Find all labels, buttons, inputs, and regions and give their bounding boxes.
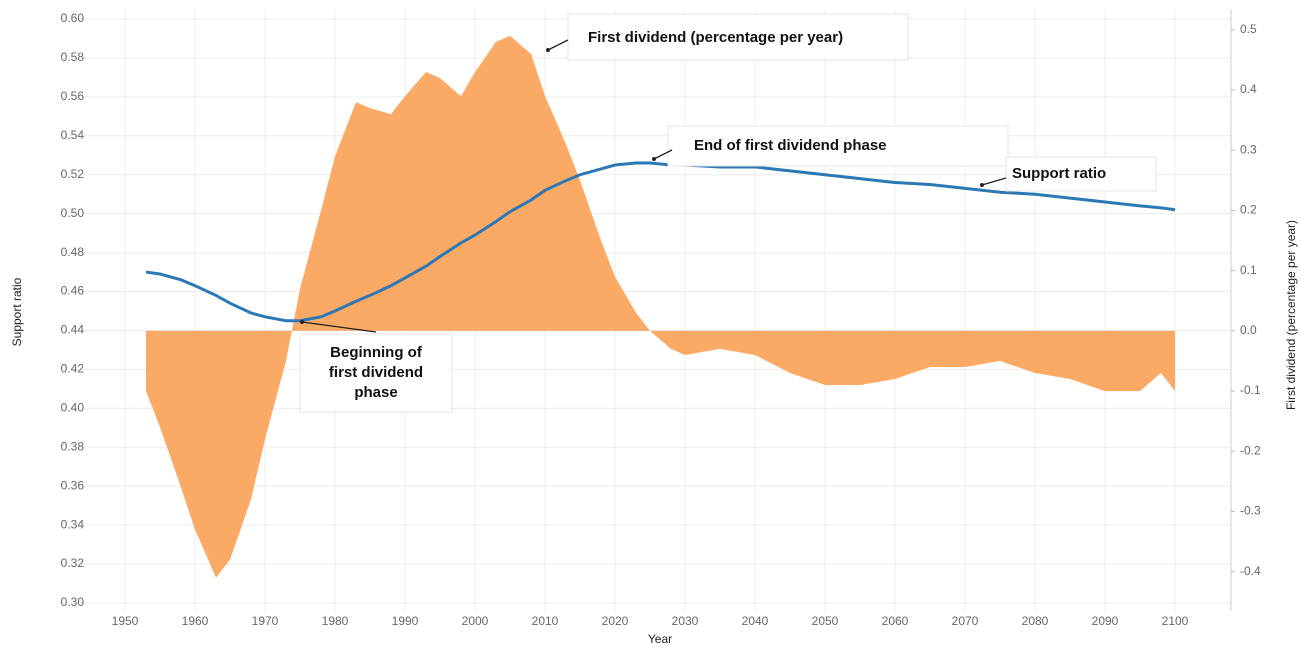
- annotation-text: End of first dividend phase: [694, 137, 887, 154]
- x-tick-label: 2060: [882, 614, 909, 628]
- y-tick-label: 0.42: [61, 362, 85, 376]
- x-tick-label: 2030: [672, 614, 699, 628]
- y2-tick-label: 0.3: [1240, 142, 1257, 156]
- x-tick-label: 2050: [812, 614, 839, 628]
- y-axis-title: Support ratio: [10, 277, 24, 346]
- y2-tick-label: -0.3: [1240, 504, 1261, 518]
- annotation-text: Beginning of: [330, 344, 423, 361]
- y2-axis-title: First dividend (percentage per year): [1284, 220, 1298, 410]
- annotation-box: [299, 333, 453, 413]
- annotation-arrowhead: [300, 320, 304, 324]
- y-tick-label: 0.50: [61, 206, 85, 220]
- y-tick-label: 0.32: [61, 556, 85, 570]
- y-tick-label: 0.46: [61, 284, 85, 298]
- area: [146, 35, 1175, 578]
- annotation-arrow: [547, 39, 569, 51]
- x-tick-label: 2080: [1022, 614, 1049, 628]
- y-tick-label: 0.44: [61, 323, 85, 337]
- y2-tick-label: -0.2: [1240, 443, 1261, 457]
- x-tick-label: 1980: [322, 614, 349, 628]
- annotation-arrowhead: [980, 183, 984, 187]
- annotation-arrow: [653, 149, 673, 160]
- y-tick-label: 0.56: [61, 89, 85, 103]
- y-tick-label: 0.38: [61, 439, 85, 453]
- y-tick-label: 0.58: [61, 50, 85, 64]
- annotation-text: First dividend (percentage per year): [588, 29, 843, 46]
- annotation-arrow: [301, 321, 377, 333]
- y2-tick-label: 0.1: [1240, 263, 1257, 277]
- x-tick-label: 1960: [182, 614, 209, 628]
- y-tick-label: 0.34: [61, 517, 85, 531]
- x-tick-label: 2000: [462, 614, 489, 628]
- x-tick-label: 2040: [742, 614, 769, 628]
- x-tick-label: 2010: [532, 614, 559, 628]
- annotation-arrow: [981, 177, 1007, 186]
- annotation-box: [567, 13, 909, 61]
- line: [145, 161, 1176, 323]
- y-tick-label: 0.60: [61, 11, 85, 25]
- annotation-box: [1005, 156, 1157, 192]
- y2-tick-label: -0.4: [1240, 564, 1261, 578]
- y2-tick-label: 0.2: [1240, 203, 1257, 217]
- y2-tick-label: -0.1: [1240, 383, 1261, 397]
- annotation-box: [667, 125, 1009, 167]
- y-tick-label: 0.30: [61, 595, 85, 609]
- x-tick-label: 1950: [112, 614, 139, 628]
- annotation-text: Support ratio: [1012, 165, 1106, 182]
- y2-tick-label: 0.5: [1240, 22, 1257, 36]
- x-tick-label: 1990: [392, 614, 419, 628]
- annotation-arrowhead: [652, 157, 656, 161]
- x-tick-label: 1970: [252, 614, 279, 628]
- annotation-arrowhead: [546, 48, 550, 52]
- x-tick-label: 2020: [602, 614, 629, 628]
- annotation-text: first dividend: [329, 364, 423, 381]
- x-axis-title: Year: [648, 632, 672, 646]
- y-tick-label: 0.52: [61, 167, 85, 181]
- annotation-text: phase: [354, 384, 397, 401]
- y-tick-label: 0.54: [61, 128, 85, 142]
- x-tick-label: 2090: [1092, 614, 1119, 628]
- y-tick-label: 0.36: [61, 478, 85, 492]
- y2-tick-label: 0.4: [1240, 82, 1257, 96]
- y2-tick-label: 0.0: [1240, 323, 1257, 337]
- x-tick-label: 2100: [1162, 614, 1189, 628]
- y-tick-label: 0.48: [61, 245, 85, 259]
- x-tick-label: 2070: [952, 614, 979, 628]
- y-tick-label: 0.40: [61, 401, 85, 415]
